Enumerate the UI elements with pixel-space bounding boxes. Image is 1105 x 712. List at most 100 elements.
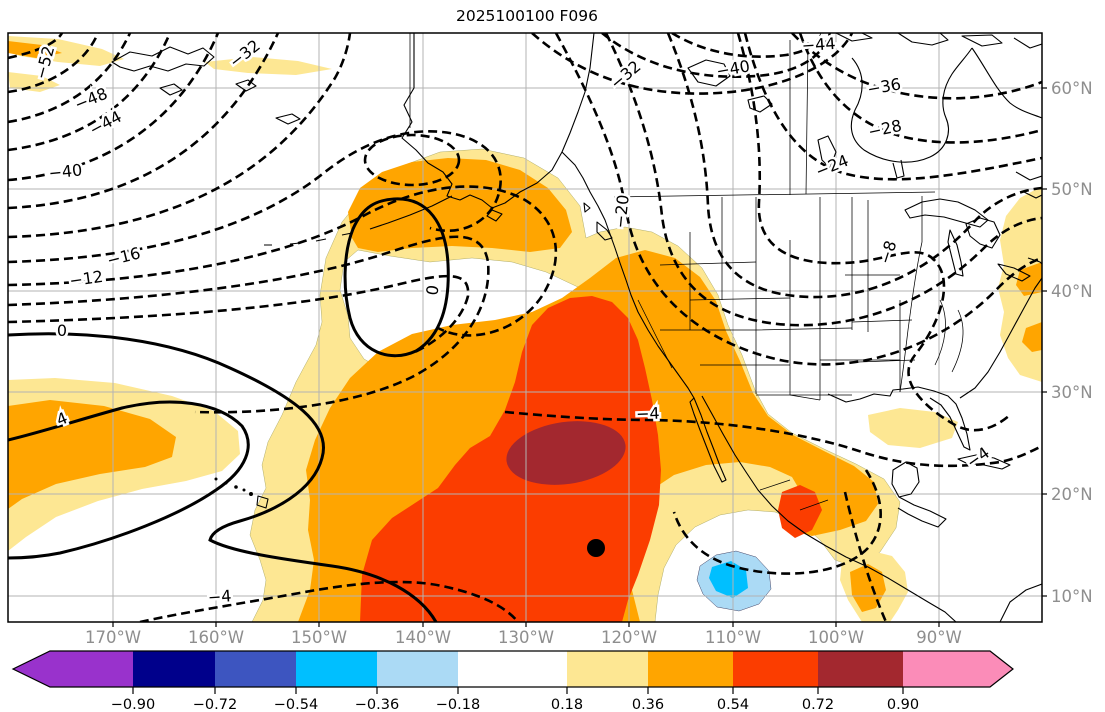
map-frame xyxy=(7,32,1043,623)
coastline-path xyxy=(701,395,957,622)
contour-dashed xyxy=(504,410,1042,468)
contour-lines-solid xyxy=(8,197,450,622)
coastline-path xyxy=(947,217,1042,282)
contour-value-label: −44 xyxy=(86,107,125,140)
contour-value-label: −16 xyxy=(105,243,142,270)
lat-tick-label: 50°N xyxy=(1051,180,1093,199)
contour-value-label: −40 xyxy=(48,160,84,182)
colorbar-tick-label: 0.90 xyxy=(887,697,919,712)
contour-lines-dashed xyxy=(8,33,1042,622)
political-borders xyxy=(409,33,964,511)
contour-solid xyxy=(8,400,250,560)
marker-dot xyxy=(587,539,605,557)
graticule xyxy=(8,33,1042,622)
contour-value-label: −44 xyxy=(801,34,836,55)
contour-dashed xyxy=(671,33,824,58)
colorbar-band xyxy=(818,651,903,687)
colorbar-band xyxy=(903,651,1013,687)
contour-dashed xyxy=(666,33,1042,299)
contour-value-label: −28 xyxy=(866,116,903,142)
colorbar-band xyxy=(296,651,377,687)
colorbar-tick-label: −0.90 xyxy=(111,697,155,712)
border-path xyxy=(613,191,936,198)
contour-dashed xyxy=(531,33,854,95)
coastline-path xyxy=(111,46,215,72)
colorbar-outline xyxy=(11,650,1014,688)
colorbar-band xyxy=(215,651,296,687)
lat-tick-label: 30°N xyxy=(1051,383,1093,402)
coastline-path xyxy=(827,386,971,451)
contour-dashed xyxy=(798,33,1042,144)
coastline-path xyxy=(689,397,727,483)
lon-tick-label: 90°W xyxy=(916,628,962,647)
lat-tick-label: 10°N xyxy=(1051,587,1093,606)
lon-tick-label: 160°W xyxy=(188,628,244,647)
colorbar-tick-label: −0.72 xyxy=(193,697,237,712)
fill-region xyxy=(205,57,332,75)
axis-ticks xyxy=(112,87,1047,627)
colorbar-band xyxy=(377,651,458,687)
contour-dashed xyxy=(736,33,1011,432)
coastline-path xyxy=(892,159,905,179)
colorbar-band xyxy=(567,651,648,687)
coastline-path xyxy=(904,198,989,228)
coastline-path xyxy=(561,151,695,399)
plot-title: 2025100100 F096 xyxy=(456,7,598,25)
colorbar-tick-label: 0.54 xyxy=(717,697,749,712)
coastline-path xyxy=(971,47,1042,119)
contour-dashed xyxy=(8,235,490,414)
hawaii-islands xyxy=(256,495,269,509)
contour-value-label: −20 xyxy=(610,194,632,230)
contour-value-label: −4 xyxy=(963,443,993,472)
contour-dashed xyxy=(8,33,100,94)
fill-region xyxy=(709,561,748,598)
coastline-path xyxy=(850,47,973,163)
contour-value-label: −4 xyxy=(636,404,660,424)
colorbar-ticks xyxy=(132,687,904,694)
coastline-path xyxy=(999,583,1042,622)
lon-tick-label: 120°W xyxy=(601,628,657,647)
fill-region xyxy=(348,158,572,252)
coastline-path xyxy=(159,79,301,125)
contour-dashed xyxy=(604,33,1042,327)
contour-dashed xyxy=(363,133,461,187)
lon-tick-label: 150°W xyxy=(291,628,347,647)
coastlines xyxy=(111,33,1042,622)
contour-value-label: −12 xyxy=(68,267,104,291)
colorbar-band xyxy=(648,651,733,687)
fill-region xyxy=(1022,322,1042,352)
contour-dashed xyxy=(8,33,280,210)
coastline-path xyxy=(835,33,1042,49)
border-path xyxy=(659,261,916,396)
contour-dashed xyxy=(554,33,1042,366)
colorbar-bands xyxy=(13,651,1013,687)
coastline-path xyxy=(401,33,595,209)
fill-region xyxy=(868,408,958,448)
contour-value-label: −32 xyxy=(606,57,644,93)
coastline-path xyxy=(264,195,453,246)
contour-value-label: −36 xyxy=(866,74,903,99)
colorbar-tick-label: 0.36 xyxy=(632,697,664,712)
contour-value-label: 0 xyxy=(57,321,67,340)
colorbar-tick-label: 0.72 xyxy=(802,697,834,712)
contour-dashed xyxy=(743,33,1042,181)
lon-tick-label: 140°W xyxy=(395,628,451,647)
lat-tick-label: 40°N xyxy=(1051,282,1093,301)
contour-dashed xyxy=(672,469,882,575)
contour-dashed xyxy=(8,185,558,337)
colorbar-tick-label: −0.18 xyxy=(436,697,480,712)
lat-tick-label: 60°N xyxy=(1051,79,1093,98)
border-path xyxy=(637,299,821,401)
contour-solid xyxy=(8,332,438,622)
contour-dashed xyxy=(791,33,1042,100)
contour-dashed xyxy=(8,33,172,152)
fill-region xyxy=(8,36,124,66)
lon-tick-label: 100°W xyxy=(808,628,864,647)
contour-dashed xyxy=(843,491,888,622)
filled-contours xyxy=(8,36,1042,622)
lat-tick-label: 20°N xyxy=(1051,485,1093,504)
contour-dashed xyxy=(8,130,502,264)
colorbar-band xyxy=(13,651,133,687)
colorbar-band xyxy=(458,651,567,687)
